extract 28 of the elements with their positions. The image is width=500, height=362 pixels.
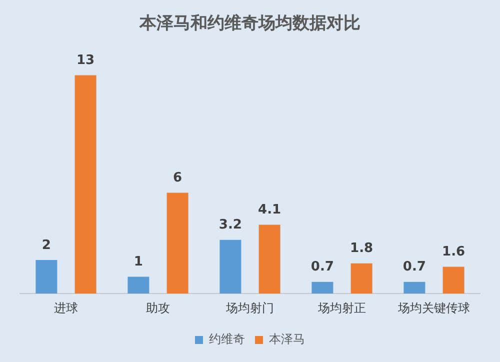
data-label: 3.2 (218, 218, 242, 233)
bar (404, 282, 426, 294)
bar (442, 266, 464, 294)
bar (36, 260, 58, 294)
data-label: 0.7 (402, 260, 426, 275)
x-tick-label: 进球 (54, 300, 78, 315)
data-label: 1.8 (350, 241, 374, 256)
bar (128, 276, 150, 294)
legend-label: 约维奇 (209, 332, 245, 346)
bar (312, 282, 334, 294)
data-label: 1 (134, 254, 143, 270)
x-tick-label: 场均关键传球 (397, 300, 470, 315)
x-tick-label: 场均射门 (225, 300, 274, 315)
bar (74, 75, 96, 294)
bar (166, 192, 188, 294)
data-label: 4.1 (258, 202, 282, 218)
data-label: 0.7 (310, 260, 334, 275)
data-label: 13 (76, 53, 95, 68)
data-label: 1.6 (442, 244, 466, 260)
bar (258, 224, 280, 294)
x-tick-label: 助攻 (146, 300, 170, 315)
legend-label: 本泽马 (269, 332, 305, 346)
data-label: 2 (42, 238, 51, 253)
chart-title: 本泽马和约维奇场均数据对比 (138, 14, 360, 34)
bar (220, 240, 242, 294)
x-tick-label: 场均射正 (317, 300, 366, 315)
data-label: 6 (173, 170, 182, 186)
bar (350, 263, 372, 294)
